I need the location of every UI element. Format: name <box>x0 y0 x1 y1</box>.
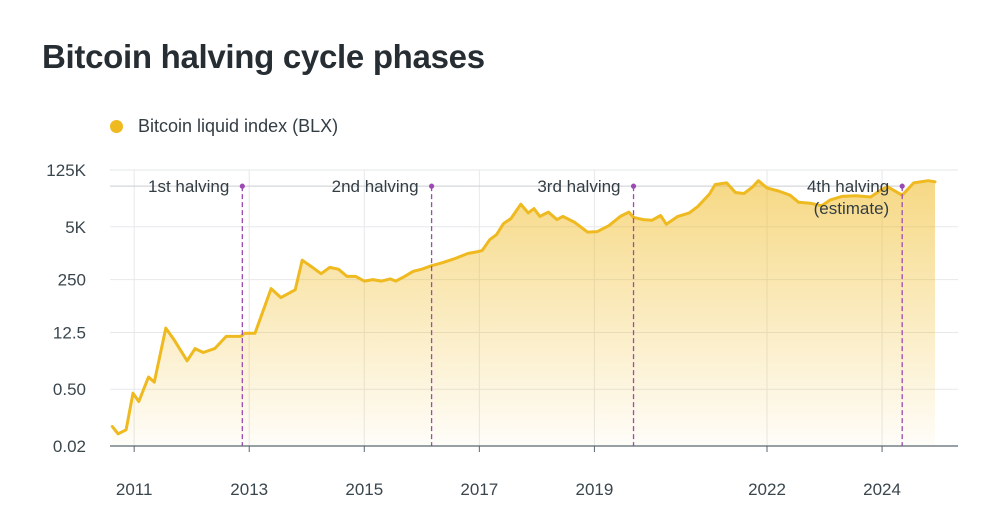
y-tick-label: 125K <box>46 161 86 180</box>
halving-label: 2nd halving <box>332 177 419 196</box>
x-tick-label: 2015 <box>345 480 383 499</box>
y-tick-label: 0.02 <box>53 437 86 456</box>
x-tick-label: 2011 <box>116 480 153 499</box>
halving-dot <box>428 183 435 189</box>
halving-label: 4th halving (estimate) <box>807 177 889 218</box>
x-tick-label: 2024 <box>863 480 901 499</box>
halving-label-line: 2nd halving <box>332 177 419 196</box>
halving-label: 1st halving <box>148 177 229 196</box>
chart-title: Bitcoin halving cycle phases <box>42 38 485 75</box>
axis-layer: 0.02 0.50 12.5 250 5K 125K 2011 2013 2015 2017 201… <box>46 161 958 499</box>
y-tick-label: 5K <box>65 218 86 237</box>
halving-dot <box>239 183 245 189</box>
halving-label-line: (estimate) <box>814 199 890 218</box>
y-tick-label: 12.5 <box>53 323 86 342</box>
y-tick-label: 0.50 <box>53 380 86 399</box>
x-tick-label: 2022 <box>748 480 786 499</box>
halving-layer: 1st halving 2nd halving 3rd halving 4th hal… <box>148 177 905 446</box>
legend-marker <box>110 120 123 133</box>
halving-label-line: 4th halving <box>807 177 889 196</box>
halving-dot <box>899 183 905 189</box>
area-layer <box>110 179 937 446</box>
halving-dot <box>630 183 637 189</box>
y-tick-label: 250 <box>58 271 86 290</box>
halving-label: 3rd halving <box>537 177 620 196</box>
halving-label-line: 1st halving <box>148 177 229 196</box>
series-line <box>110 179 937 436</box>
halving-label-line: 3rd halving <box>537 177 620 196</box>
legend-label: Bitcoin liquid index (BLX) <box>138 116 339 136</box>
x-tick-label: 2019 <box>575 480 613 499</box>
legend: Bitcoin liquid index (BLX) <box>110 116 338 137</box>
x-tick-label: 2013 <box>230 480 268 499</box>
x-tick-label: 2017 <box>460 480 498 499</box>
series-area <box>112 180 936 446</box>
